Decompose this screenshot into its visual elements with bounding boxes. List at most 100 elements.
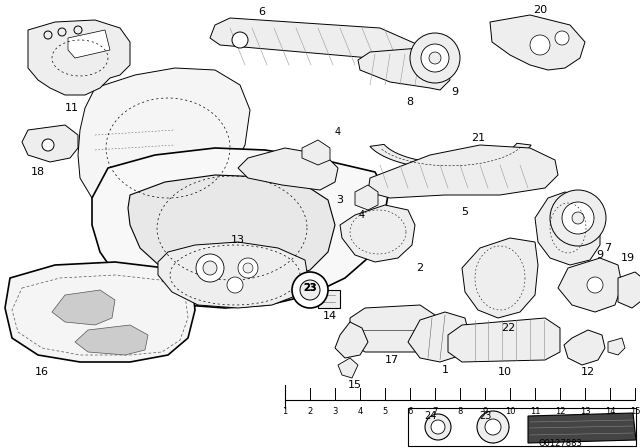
Circle shape	[431, 420, 445, 434]
Text: 2: 2	[417, 263, 424, 273]
Circle shape	[477, 411, 509, 443]
Text: 13: 13	[580, 408, 590, 417]
Circle shape	[196, 254, 224, 282]
Polygon shape	[335, 322, 368, 358]
Bar	[408, 408, 636, 446]
Circle shape	[238, 258, 258, 278]
Circle shape	[300, 280, 320, 300]
Text: 15: 15	[630, 408, 640, 417]
Text: 12: 12	[581, 367, 595, 377]
Text: 11: 11	[530, 408, 540, 417]
Text: 1: 1	[442, 365, 449, 375]
Polygon shape	[5, 262, 195, 362]
Circle shape	[429, 52, 441, 64]
Polygon shape	[618, 272, 640, 308]
Text: 13: 13	[231, 235, 245, 245]
Text: 6: 6	[259, 7, 266, 17]
Text: 9: 9	[596, 250, 604, 260]
Polygon shape	[302, 140, 330, 165]
Text: 2: 2	[307, 408, 312, 417]
Circle shape	[421, 44, 449, 72]
Circle shape	[530, 35, 550, 55]
Text: 17: 17	[385, 355, 399, 365]
Polygon shape	[448, 318, 560, 362]
Polygon shape	[75, 325, 148, 355]
Polygon shape	[68, 30, 110, 58]
Text: 8: 8	[458, 408, 463, 417]
Circle shape	[562, 202, 594, 234]
Polygon shape	[535, 192, 600, 265]
Text: 7: 7	[604, 243, 612, 253]
Text: 15: 15	[348, 380, 362, 390]
Text: 5: 5	[461, 207, 468, 217]
Polygon shape	[338, 358, 358, 378]
Polygon shape	[408, 312, 470, 362]
Text: 4: 4	[359, 210, 365, 220]
Polygon shape	[608, 338, 625, 355]
Text: 16: 16	[35, 367, 49, 377]
Text: 11: 11	[65, 103, 79, 113]
Text: 19: 19	[621, 253, 635, 263]
Text: 24: 24	[424, 411, 436, 421]
Text: O0127883: O0127883	[538, 439, 582, 448]
Circle shape	[227, 277, 243, 293]
Circle shape	[203, 261, 217, 275]
Polygon shape	[92, 148, 388, 308]
Text: 5: 5	[382, 408, 388, 417]
Text: 3: 3	[337, 195, 344, 205]
Text: 18: 18	[31, 167, 45, 177]
Text: 20: 20	[533, 5, 547, 15]
Text: 12: 12	[555, 408, 565, 417]
Text: 10: 10	[505, 408, 515, 417]
Text: 6: 6	[407, 408, 413, 417]
Circle shape	[232, 32, 248, 48]
Polygon shape	[128, 175, 335, 285]
Circle shape	[555, 31, 569, 45]
Bar	[318, 290, 340, 308]
Text: 4: 4	[357, 408, 363, 417]
Text: 14: 14	[605, 408, 615, 417]
Text: 3: 3	[332, 408, 338, 417]
Circle shape	[550, 190, 606, 246]
Polygon shape	[462, 238, 538, 318]
Text: 23: 23	[303, 283, 317, 293]
Circle shape	[410, 33, 460, 83]
Polygon shape	[368, 145, 558, 198]
Text: 8: 8	[406, 97, 413, 107]
Polygon shape	[22, 125, 78, 162]
Circle shape	[425, 414, 451, 440]
Text: 10: 10	[498, 367, 512, 377]
Circle shape	[74, 26, 82, 34]
Polygon shape	[78, 68, 250, 215]
Text: 7: 7	[432, 408, 438, 417]
Polygon shape	[358, 48, 450, 90]
Polygon shape	[490, 15, 585, 70]
Circle shape	[58, 28, 66, 36]
Polygon shape	[350, 305, 435, 352]
Polygon shape	[28, 20, 130, 95]
Polygon shape	[528, 413, 636, 443]
Text: 4: 4	[335, 127, 341, 137]
Polygon shape	[210, 18, 435, 72]
Polygon shape	[52, 290, 115, 325]
Circle shape	[572, 212, 584, 224]
Text: 22: 22	[501, 323, 515, 333]
Text: 14: 14	[323, 311, 337, 321]
Text: 9: 9	[451, 87, 459, 97]
Polygon shape	[238, 148, 338, 190]
Polygon shape	[355, 185, 378, 210]
Circle shape	[485, 419, 501, 435]
Circle shape	[292, 272, 328, 308]
Text: 23: 23	[479, 411, 491, 421]
Text: 23: 23	[303, 283, 317, 293]
Circle shape	[587, 277, 603, 293]
Polygon shape	[158, 242, 308, 308]
Circle shape	[243, 263, 253, 273]
Text: 9: 9	[483, 408, 488, 417]
Text: 21: 21	[471, 133, 485, 143]
Text: 1: 1	[282, 408, 287, 417]
Circle shape	[44, 31, 52, 39]
Polygon shape	[340, 205, 415, 262]
Circle shape	[42, 139, 54, 151]
Polygon shape	[558, 258, 622, 312]
